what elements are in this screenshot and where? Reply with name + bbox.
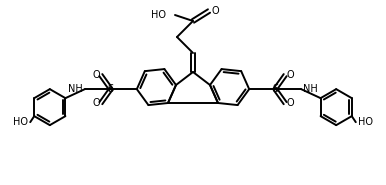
Text: S: S bbox=[272, 84, 278, 94]
Text: O: O bbox=[286, 70, 294, 80]
Text: HO: HO bbox=[13, 117, 28, 127]
Text: S: S bbox=[108, 84, 114, 94]
Text: O: O bbox=[92, 98, 100, 108]
Text: O: O bbox=[92, 70, 100, 80]
Text: HO: HO bbox=[358, 117, 373, 127]
Text: O: O bbox=[211, 6, 219, 16]
Text: NH: NH bbox=[303, 84, 318, 94]
Text: O: O bbox=[286, 98, 294, 108]
Text: HO: HO bbox=[151, 10, 166, 20]
Text: NH: NH bbox=[68, 84, 83, 94]
